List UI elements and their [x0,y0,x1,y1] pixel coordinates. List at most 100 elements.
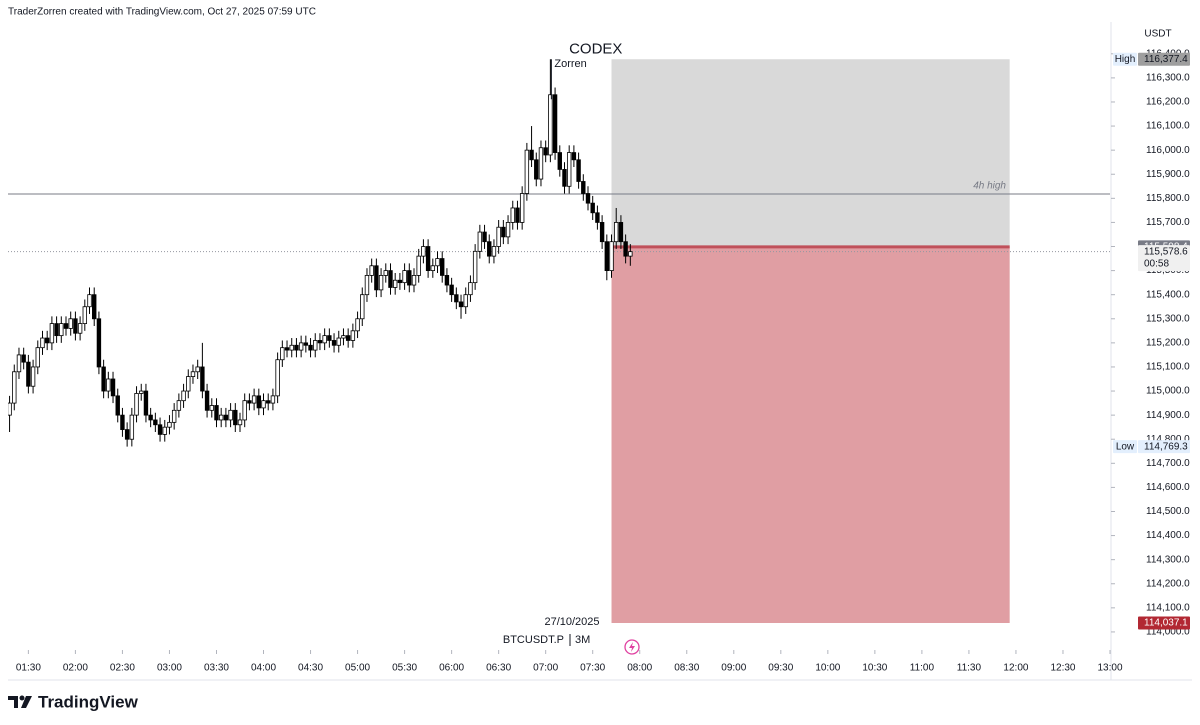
y-tick-label: 115,200.0 [1146,338,1190,349]
candle-body [482,231,487,243]
candle-body [581,181,586,194]
candle-body [468,282,473,296]
y-tick-label: 114,900.0 [1146,410,1190,421]
candle-body [331,340,337,346]
x-tick-label: 03:30 [204,663,229,674]
candle-body [388,270,393,288]
candle-body [313,340,318,351]
candle-body [524,149,530,194]
candle-body [228,409,233,421]
y-tick-label: 114,700.0 [1146,458,1190,469]
candle-body [251,395,257,404]
candle-body [477,231,483,252]
candle-body [538,147,544,180]
x-tick-label: 02:30 [110,663,135,674]
currency: USDT [1144,29,1171,40]
candle-body [440,258,445,276]
price-tag [1113,440,1137,454]
y-tick-label: 115,700.0 [1146,217,1190,228]
credit: TraderZorren created with TradingView.co… [8,7,316,18]
y-tick-label: 115,100.0 [1146,362,1190,373]
candle-body [266,400,271,404]
y-tick-label: 116,200.0 [1146,97,1190,108]
candle-body [501,226,506,238]
candle-body [49,323,55,344]
candle-body [284,347,290,351]
position-upper [611,59,1010,247]
y-tick-label: 114,400.0 [1146,530,1190,541]
price-badge [1138,52,1190,66]
candle-body [590,202,595,214]
candle-body [562,169,567,187]
x-tick-label: 12:00 [1003,663,1028,674]
interval: 3M [575,634,590,646]
candle-body [289,344,294,351]
candle-body [209,405,214,411]
candle-body [571,152,577,161]
symbol: BTCUSDT.P [503,634,564,646]
candle-body [449,284,454,296]
candle-body [595,212,600,223]
candle-body [341,335,346,339]
candle-body [167,421,172,428]
candle-body [8,402,12,416]
x-tick-label: 08:00 [627,663,652,674]
candle-body [294,344,299,351]
candle-body [510,207,515,223]
candle-body [576,159,581,182]
candle-body [609,241,614,271]
alert-icon-bolt [629,642,635,652]
candle-body [87,294,92,308]
candle-body [364,275,370,296]
y-tick-label: 114,800.0 [1146,434,1190,445]
candle-body [134,393,139,416]
candle-body [270,395,276,404]
candle-body [421,246,426,257]
x-tick-label: 09:00 [721,663,746,674]
candle-body [397,279,403,284]
candle-body [176,400,182,411]
brand: TradingView [38,692,139,711]
alert-icon [624,639,640,655]
x-tick-label: 07:00 [533,663,558,674]
y-tick-label: 116,100.0 [1146,121,1190,132]
candle-body [425,246,431,271]
candle-body [148,414,153,421]
price-badge-label: 116,377.4 [1144,54,1188,65]
candle-body [181,390,186,402]
price-badge [1138,245,1190,272]
candle-body [327,335,332,341]
candle-body [26,361,31,387]
candle-body [115,395,120,416]
x-tick-label: 11:30 [957,663,982,674]
candle-body [599,222,605,243]
candle-body [336,337,341,346]
candle-body [237,419,243,426]
candle-body [63,323,69,329]
x-tick-label: 07:30 [580,663,605,674]
candle-body [143,390,149,416]
candle-body [233,409,238,426]
candle-body [223,414,229,421]
candle-body [548,94,553,156]
logo [8,695,32,708]
candle-body [383,270,388,276]
logo-mark [21,696,32,708]
y-tick-label: 115,000.0 [1146,386,1190,397]
candle-body [40,337,45,349]
candle-body [529,149,534,161]
y-tick-label: 114,600.0 [1146,482,1190,493]
candle-body [557,152,562,170]
candle-body [458,301,464,308]
candle-body [454,294,459,303]
candle-body [171,409,177,423]
price-badge [1138,616,1190,630]
x-tick-label: 10:30 [862,663,887,674]
candle-body [82,306,88,324]
candle-body [162,426,167,435]
candle-body [585,193,591,204]
candle-body [552,94,558,153]
candle-body [472,250,478,284]
candle-body [378,275,384,291]
